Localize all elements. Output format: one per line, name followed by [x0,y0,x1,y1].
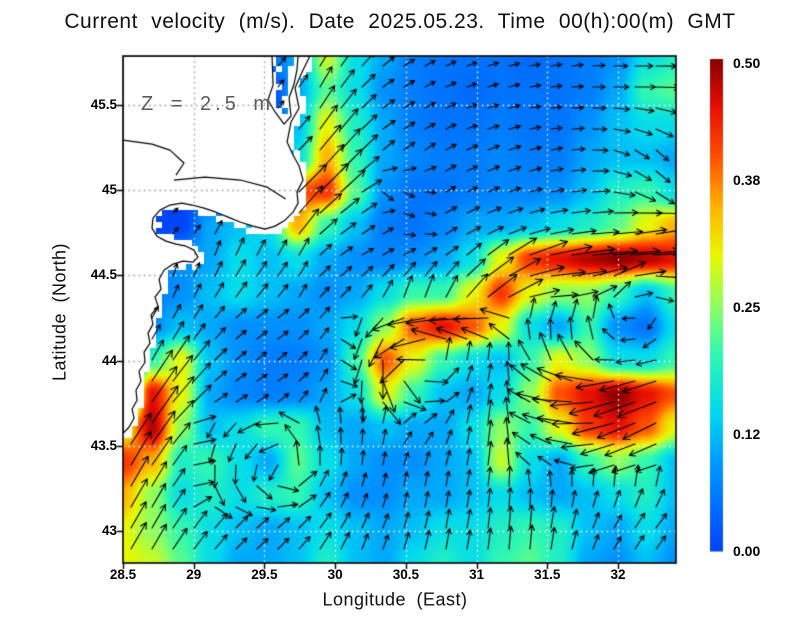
y-tick-label: 44 [101,352,117,368]
colorbar-tick-label: 0.38 [733,172,761,189]
x-tick-label: 31.5 [534,567,561,582]
x-tick-label: 31 [469,567,485,582]
x-tick-label: 30.5 [392,567,419,582]
y-tick-label: 43.5 [90,437,117,453]
y-axis-label: Latitude (North) [49,242,70,382]
y-tick-label: 44.5 [90,267,117,283]
depth-annotation: Z = 2.5 m [141,93,275,115]
x-tick-label: 28.5 [109,567,137,582]
x-tick-label: 32 [610,567,626,582]
x-tick-label: 29 [186,567,202,582]
y-tick-label: 45 [101,182,117,198]
x-axis-label: Longitude (East) [322,589,468,610]
colorbar-tick-label: 0.25 [733,299,761,315]
x-tick-label: 30 [327,567,343,582]
x-tick-label: 29.5 [251,567,278,582]
colorbar-tick-label: 0.50 [733,55,761,71]
plot-title: Current velocity (m/s). Date 2025.05.23.… [64,10,736,33]
colorbar-tick-label: 0.00 [733,543,761,559]
colorbar-tick-label: 0.12 [733,425,761,442]
y-tick-label: 45.5 [90,97,117,113]
y-tick-label: 43 [101,522,117,538]
